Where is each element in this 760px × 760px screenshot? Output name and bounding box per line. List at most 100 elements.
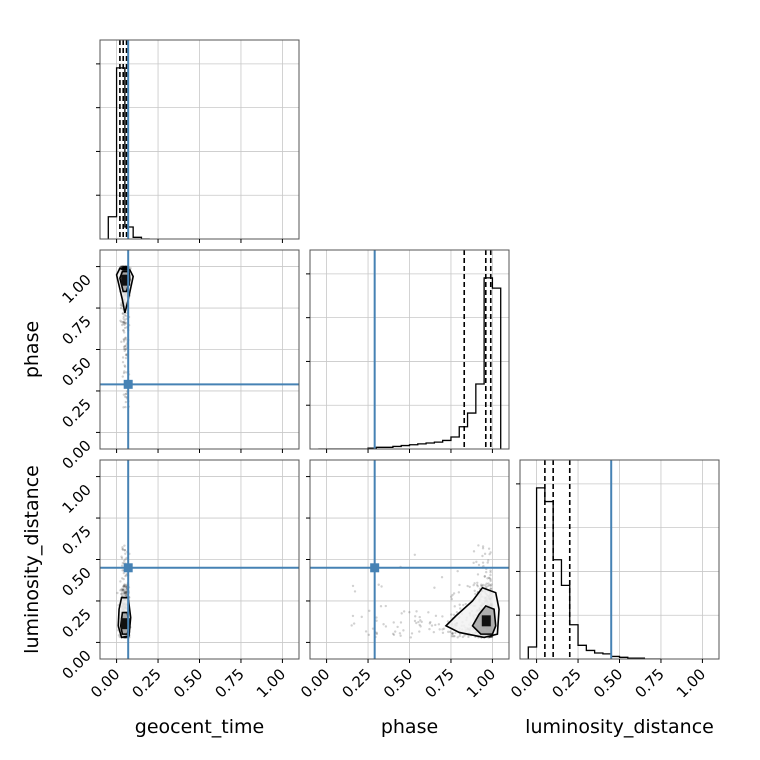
scatter-point — [123, 267, 127, 270]
scatter-point — [123, 265, 127, 268]
scatter-point — [476, 573, 480, 576]
scatter-point — [122, 338, 126, 342]
scatter-point — [123, 594, 126, 597]
scatter-point — [122, 265, 125, 268]
y-tick-label: 0.00 — [58, 647, 94, 683]
scatter-point — [438, 628, 441, 631]
scatter-point — [451, 631, 454, 635]
scatter-point — [375, 616, 378, 619]
x-tick-label: 0.75 — [211, 665, 247, 701]
scatter-point — [375, 619, 378, 622]
scatter-point — [451, 632, 454, 635]
scatter-point — [488, 583, 491, 587]
scatter-point — [123, 267, 127, 270]
panel-phase-vs-luminosity_distance: 0.00 0.25 0.50 0.75 1.00 phase — [297, 459, 510, 738]
y-axis-label: phase — [21, 321, 43, 378]
scatter-point — [123, 592, 127, 595]
scatter-point — [121, 312, 124, 315]
scatter-point — [123, 364, 126, 367]
scatter-point — [122, 584, 125, 588]
scatter-point — [413, 619, 417, 623]
scatter-point — [458, 634, 461, 638]
density-core — [120, 618, 130, 630]
panel-geocent_time-hist — [96, 39, 300, 243]
scatter-point — [428, 622, 432, 625]
scatter-point — [120, 320, 123, 324]
scatter-point — [124, 265, 127, 268]
scatter-point — [121, 265, 124, 269]
x-tick-label: 1.00 — [463, 665, 499, 701]
scatter-point — [367, 633, 371, 637]
scatter-point — [124, 589, 127, 592]
scatter-point — [121, 547, 124, 551]
scatter-point — [124, 592, 127, 595]
y-tick-label: 0.25 — [58, 395, 94, 431]
scatter-point — [396, 625, 399, 629]
scatter-point — [124, 267, 128, 270]
scatter-point — [391, 632, 395, 635]
scatter-point — [121, 577, 124, 580]
scatter-point — [399, 634, 402, 637]
scatter-point — [450, 635, 454, 638]
scatter-point — [120, 592, 123, 596]
scatter-point — [481, 547, 485, 550]
scatter-point — [481, 545, 485, 548]
panel-luminosity_distance-hist: 0.00 0.25 0.50 0.75 1.00 luminosity_distance — [507, 459, 720, 738]
scatter-point — [120, 340, 123, 344]
scatter-point — [402, 610, 406, 613]
scatter-point — [123, 365, 127, 368]
x-tick-label: 0.25 — [339, 665, 375, 701]
scatter-point — [473, 589, 476, 592]
scatter-point — [122, 577, 125, 581]
x-tick-label: 0.00 — [87, 665, 123, 701]
scatter-point — [124, 337, 127, 340]
scatter-point — [121, 356, 125, 359]
scatter-point — [477, 544, 480, 547]
scatter-point — [477, 563, 481, 567]
truth-marker — [370, 563, 380, 573]
scatter-point — [418, 623, 421, 627]
truth-marker — [123, 563, 133, 573]
scatter-point — [433, 586, 436, 589]
scatter-point — [124, 265, 127, 268]
scatter-point — [122, 266, 126, 269]
histogram-luminosity_distance — [527, 487, 661, 659]
scatter-point — [122, 393, 126, 396]
scatter-point — [413, 553, 417, 556]
scatter-point — [125, 392, 128, 395]
scatter-point — [452, 634, 455, 638]
scatter-point — [121, 265, 125, 268]
scatter-point — [432, 630, 436, 634]
y-tick-label: 0.25 — [58, 605, 94, 641]
scatter-point — [124, 321, 127, 324]
scatter-point — [125, 267, 128, 270]
scatter-point — [484, 570, 488, 574]
scatter-point — [124, 344, 127, 348]
scatter-point — [456, 569, 459, 573]
panel-geocent_time-vs-luminosity_distance: 0.00 0.25 0.50 0.75 1.00geocent_time0.000.25… — [21, 459, 300, 738]
scatter-point — [489, 587, 493, 590]
scatter-point — [351, 614, 355, 618]
scatter-point — [402, 629, 405, 632]
y-tick-label: 1.00 — [58, 271, 94, 307]
x-axis-label: phase — [381, 716, 438, 738]
scatter-point — [410, 632, 414, 635]
scatter-point — [377, 583, 380, 586]
density-core — [121, 274, 131, 286]
scatter-point — [124, 574, 127, 578]
scatter-point — [434, 623, 437, 627]
scatter-point — [419, 625, 422, 628]
scatter-point — [122, 320, 125, 324]
scatter-point — [123, 267, 126, 270]
scatter-point — [123, 265, 126, 268]
x-tick-label: 0.00 — [297, 665, 333, 701]
scatter-point — [489, 569, 492, 572]
scatter-point — [360, 615, 363, 619]
scatter-point — [123, 326, 127, 330]
scatter-point — [375, 631, 378, 635]
scatter-point — [483, 552, 487, 556]
scatter-point — [124, 265, 127, 268]
x-tick-label: 0.75 — [631, 665, 667, 701]
scatter-point — [123, 559, 126, 563]
scatter-point — [122, 266, 125, 270]
